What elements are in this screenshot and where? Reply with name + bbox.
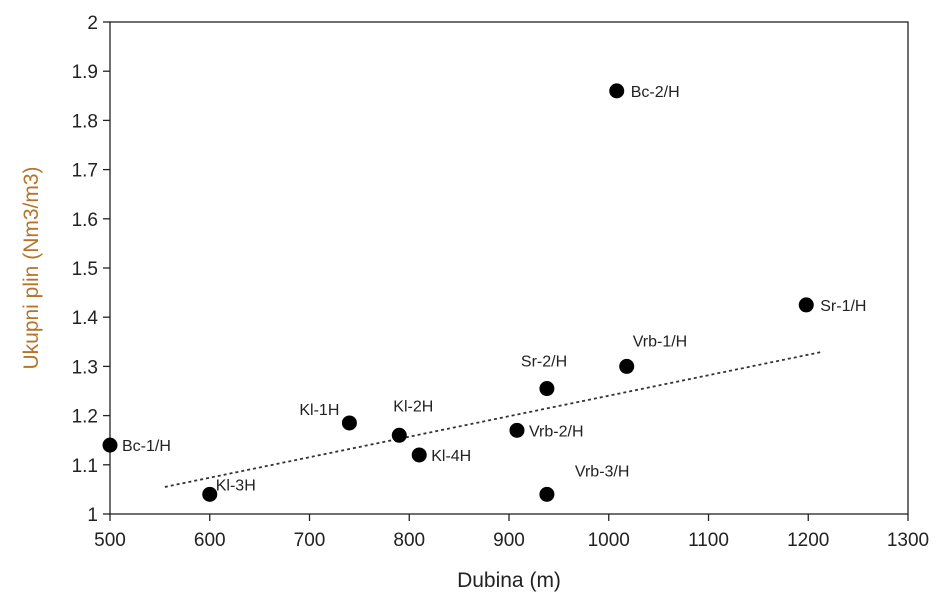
y-tick-label: 1.1 bbox=[72, 456, 98, 477]
data-point bbox=[341, 415, 357, 431]
x-axis-ticks: 500 600 700 800 900 1000 1100 1200 1300 bbox=[94, 514, 929, 551]
point-label: Kl-4H bbox=[431, 448, 471, 465]
point-label: Sr-2/H bbox=[521, 354, 567, 371]
plot-frame bbox=[109, 21, 909, 515]
data-point bbox=[202, 486, 218, 502]
point-label: Bc-2/H bbox=[631, 84, 680, 101]
y-tick-label: 1.8 bbox=[72, 111, 98, 132]
y-tick-label: 1 bbox=[87, 505, 98, 526]
trend-line bbox=[164, 350, 824, 488]
x-tick-label: 1000 bbox=[588, 530, 630, 551]
y-tick-label: 1.3 bbox=[72, 357, 98, 378]
data-point bbox=[411, 447, 427, 463]
x-tick-label: 800 bbox=[393, 530, 425, 551]
y-axis-title: Ukupni plin (Nm3/m3) bbox=[20, 166, 43, 369]
point-label: Kl-1H bbox=[299, 402, 339, 419]
y-tick-label: 1.9 bbox=[72, 62, 98, 83]
data-point bbox=[609, 83, 625, 99]
data-point bbox=[619, 358, 635, 374]
x-tick-label: 700 bbox=[294, 530, 326, 551]
data-points: Bc-1/H Kl-3H Kl-1H Kl-2H Kl-4H Vrb-2/H Sr-2/H V… bbox=[102, 83, 866, 502]
data-point bbox=[509, 422, 525, 438]
y-tick-label: 1.5 bbox=[72, 259, 98, 280]
point-label: Vrb-2/H bbox=[529, 423, 584, 440]
point-label: Vrb-1/H bbox=[633, 333, 688, 350]
y-tick-label: 2 bbox=[87, 13, 98, 34]
y-tick-label: 1.7 bbox=[72, 161, 98, 182]
y-tick-label: 1.6 bbox=[72, 210, 98, 231]
x-axis-title: Dubina (m) bbox=[457, 569, 561, 592]
data-point bbox=[391, 427, 407, 443]
point-label: Sr-1/H bbox=[820, 298, 866, 315]
x-tick-label: 1100 bbox=[688, 530, 729, 551]
data-point bbox=[102, 437, 118, 453]
x-tick-label: 500 bbox=[94, 530, 126, 551]
y-tick-label: 1.2 bbox=[72, 407, 98, 428]
point-label: Vrb-3/H bbox=[575, 463, 630, 480]
point-label: Bc-1/H bbox=[122, 438, 171, 455]
point-label: Kl-3H bbox=[216, 477, 256, 494]
x-tick-label: 1200 bbox=[787, 530, 829, 551]
x-tick-label: 600 bbox=[194, 530, 226, 551]
x-tick-label: 1300 bbox=[887, 530, 929, 551]
x-tick-label: 900 bbox=[493, 530, 525, 551]
y-axis-ticks: 1 1.1 1.2 1.3 1.4 1.5 1.6 1.7 1.8 1.9 2 bbox=[72, 13, 110, 526]
data-point bbox=[539, 486, 555, 502]
data-point bbox=[539, 381, 555, 397]
point-label: Kl-2H bbox=[393, 398, 433, 415]
data-point bbox=[798, 297, 814, 313]
y-tick-label: 1.4 bbox=[72, 308, 99, 329]
